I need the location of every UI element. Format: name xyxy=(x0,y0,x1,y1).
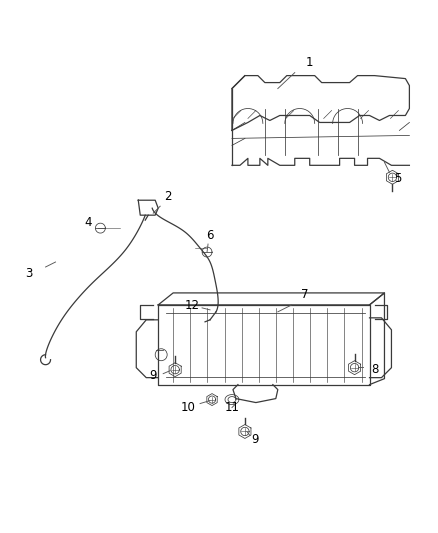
Text: 6: 6 xyxy=(206,229,214,241)
Text: 1: 1 xyxy=(306,56,314,69)
Text: 12: 12 xyxy=(184,300,200,312)
Text: 8: 8 xyxy=(371,363,378,376)
Text: 7: 7 xyxy=(301,288,308,301)
Text: 10: 10 xyxy=(180,401,195,414)
Text: 2: 2 xyxy=(164,190,172,203)
Text: 11: 11 xyxy=(224,401,240,414)
Text: 9: 9 xyxy=(251,433,258,446)
Text: 5: 5 xyxy=(394,172,401,185)
Text: 3: 3 xyxy=(25,268,32,280)
Text: 9: 9 xyxy=(149,369,157,382)
Text: 4: 4 xyxy=(85,216,92,229)
